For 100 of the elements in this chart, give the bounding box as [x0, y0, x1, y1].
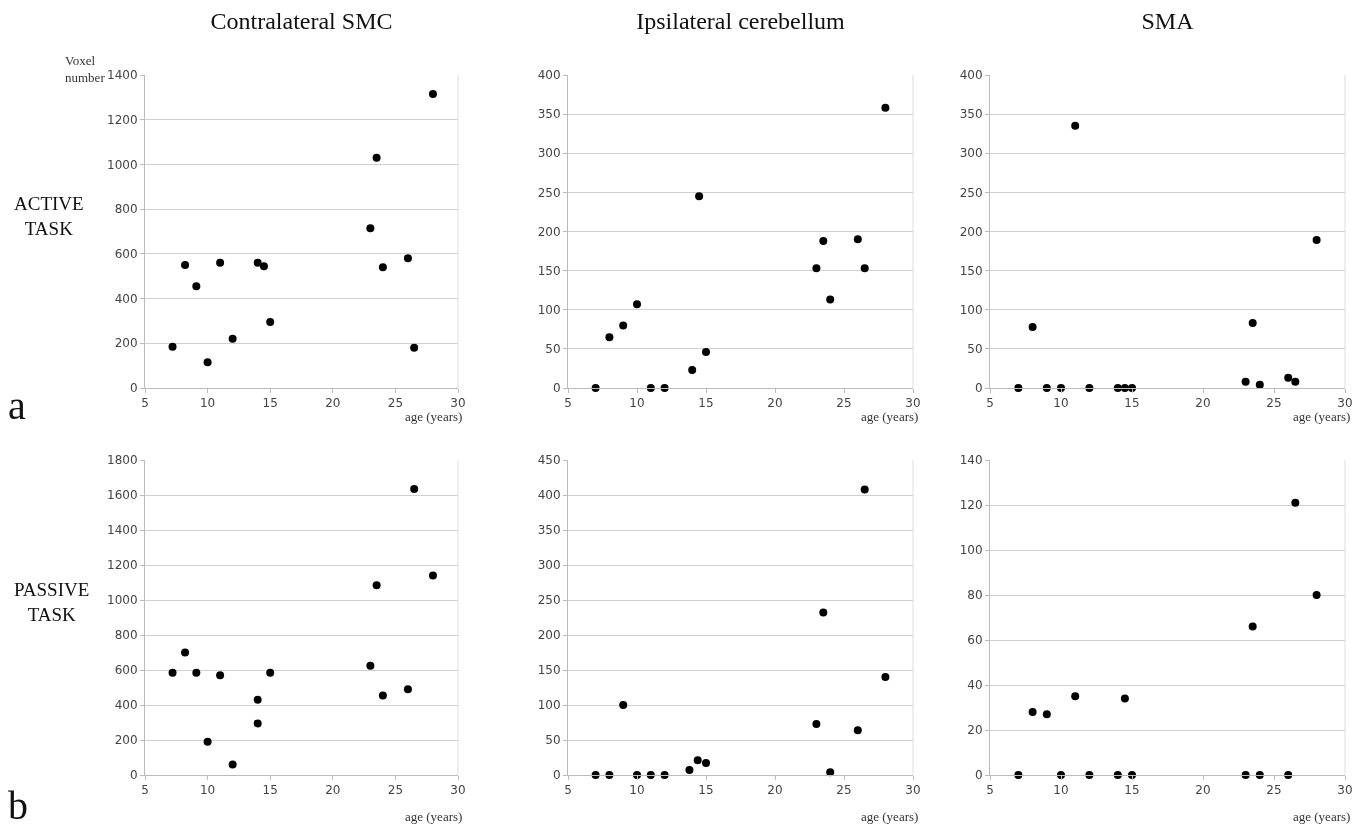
point — [660, 771, 669, 779]
point — [605, 333, 614, 342]
point — [591, 384, 600, 392]
y-tick-label: 150 — [537, 263, 561, 278]
point — [410, 484, 419, 493]
point — [646, 384, 655, 392]
y-tick-label: 50 — [967, 342, 983, 357]
point — [619, 321, 628, 330]
y-tick-label: 1200 — [107, 112, 138, 127]
y-tick-label: 200 — [114, 336, 138, 351]
point — [366, 661, 375, 670]
x-tick-label: 10 — [199, 396, 216, 411]
y-tick-label: 140 — [959, 453, 983, 468]
point — [259, 262, 268, 271]
point — [253, 258, 262, 267]
y-tick-label: 50 — [545, 342, 561, 357]
point — [410, 343, 419, 352]
y-tick-label: 250 — [537, 593, 561, 608]
y-tick-label: 0 — [129, 381, 138, 396]
point — [378, 691, 387, 700]
point — [1241, 771, 1250, 779]
point — [228, 334, 237, 343]
point — [1120, 694, 1129, 703]
y-tick-label: 800 — [114, 202, 138, 217]
x-tick-label: 10 — [1053, 783, 1069, 798]
point — [203, 737, 212, 746]
y-tick-label: 200 — [537, 224, 561, 239]
x-tick-label: 20 — [767, 396, 783, 411]
y-tick-label: 0 — [974, 768, 983, 783]
y-tick-label: 400 — [114, 698, 138, 713]
y-tick-label: 40 — [967, 678, 983, 693]
point — [591, 771, 600, 779]
x-tick-label: 15 — [698, 783, 714, 798]
y-tick-label: 100 — [537, 302, 561, 317]
point — [168, 342, 177, 351]
y-tick-label: 1200 — [107, 558, 138, 573]
x-axis-title: age (years) — [861, 809, 919, 824]
y-tick-label: 60 — [967, 633, 983, 648]
y-tick-label: 100 — [959, 543, 983, 558]
point — [695, 192, 704, 201]
y-tick-label: 250 — [537, 185, 561, 200]
chart-title: SMA — [1141, 7, 1195, 34]
y-tick-label: 400 — [114, 291, 138, 306]
y-tick-label: 50 — [545, 733, 561, 748]
y-tick-label: 400 — [537, 488, 561, 503]
y-tick-label: 450 — [537, 453, 561, 468]
x-tick-label: 5 — [141, 396, 149, 411]
x-axis-title: age (years) — [405, 409, 463, 424]
point — [216, 258, 225, 267]
x-axis-title: age (years) — [405, 809, 463, 824]
point — [228, 760, 237, 769]
point — [819, 236, 828, 245]
y-tick-label: 800 — [114, 628, 138, 643]
x-tick-label: 20 — [1195, 396, 1211, 411]
point — [1255, 771, 1264, 779]
point — [860, 264, 869, 273]
x-tick-label: 15 — [698, 396, 714, 411]
y-tick-label: 1400 — [107, 68, 138, 83]
point — [168, 668, 177, 677]
point — [688, 366, 697, 374]
point — [216, 671, 225, 680]
point — [372, 153, 381, 162]
point — [266, 318, 275, 327]
point — [1312, 591, 1321, 599]
x-tick-label: 25 — [387, 783, 404, 798]
y-tick-label: 0 — [129, 768, 138, 783]
x-axis-title: age (years) — [861, 409, 919, 424]
point — [1071, 121, 1080, 130]
point — [1028, 708, 1037, 716]
point — [693, 756, 702, 765]
y-tick-label: 100 — [959, 302, 983, 317]
point — [428, 571, 437, 580]
point — [633, 300, 641, 309]
point — [378, 263, 387, 272]
point — [1085, 384, 1094, 392]
x-tick-label: 25 — [1266, 783, 1282, 798]
x-tick-label: 15 — [1124, 783, 1140, 798]
y-tick-label: 350 — [537, 107, 561, 122]
point — [660, 384, 669, 392]
point — [372, 581, 381, 590]
point — [819, 608, 828, 617]
point — [253, 695, 262, 704]
point — [1255, 380, 1264, 389]
chart-title: Contralateral SMC — [210, 7, 393, 34]
point — [881, 673, 890, 681]
x-tick-label: 10 — [629, 783, 645, 798]
y-tick-label: 250 — [959, 185, 983, 200]
point — [1071, 692, 1080, 701]
y-tick-label: 300 — [537, 146, 561, 161]
point — [266, 668, 275, 677]
y-tick-label: 0 — [552, 768, 561, 783]
x-tick-label: 25 — [836, 783, 852, 798]
point — [1291, 377, 1300, 386]
x-tick-label: 15 — [262, 396, 278, 411]
y-tick-label: 80 — [967, 588, 983, 603]
x-axis-title: age (years) — [1293, 809, 1351, 824]
point — [403, 254, 412, 263]
point — [646, 771, 655, 779]
point — [860, 485, 869, 494]
x-tick-label: 10 — [1053, 396, 1069, 411]
